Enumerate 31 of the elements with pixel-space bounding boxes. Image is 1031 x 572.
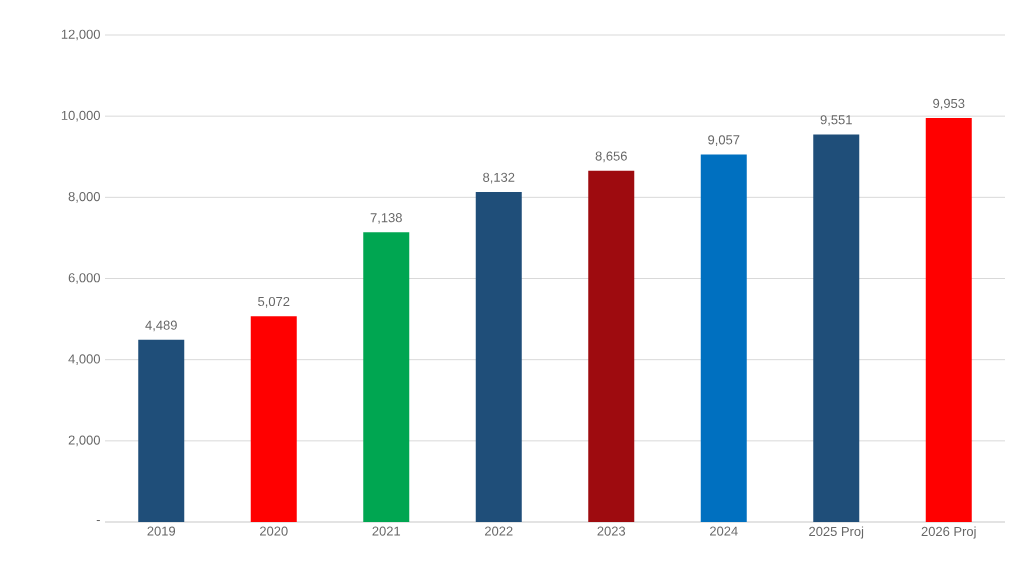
x-tick-label: 2025 Proj [809,526,864,539]
y-tick-label: 4,000 [68,354,100,366]
data-label: 8,132 [483,172,515,184]
y-tick-label: 6,000 [68,273,100,284]
bar [250,316,297,522]
data-label: 5,072 [258,296,290,308]
data-label: 8,656 [595,151,627,163]
data-label: 9,057 [708,135,740,146]
x-tick-label: 2021 [372,526,401,536]
data-label: 9,551 [820,115,852,126]
x-tick-label: 2026 Proj [921,526,976,539]
bar [588,170,635,522]
bar [363,232,410,522]
y-tick-label: - [96,520,100,522]
data-label: 7,138 [370,213,402,224]
bar [138,339,185,522]
bar [700,154,747,522]
x-tick-label: 2022 [485,526,513,536]
bar [925,118,972,522]
data-label: 4,489 [145,320,177,332]
x-tick-label: 2020 [260,526,288,536]
y-tick-label: 8,000 [68,191,100,203]
x-tick-label: 2024 [710,526,738,536]
y-tick-label: 12,000 [61,29,100,41]
bar [813,134,860,522]
data-label: 9,953 [933,98,965,110]
y-tick-label: 10,000 [61,110,100,122]
y-tick-label: 2,000 [68,435,100,447]
x-tick-label: 2019 [147,526,176,536]
bar [475,191,522,522]
x-tick-label: 2023 [597,526,626,536]
